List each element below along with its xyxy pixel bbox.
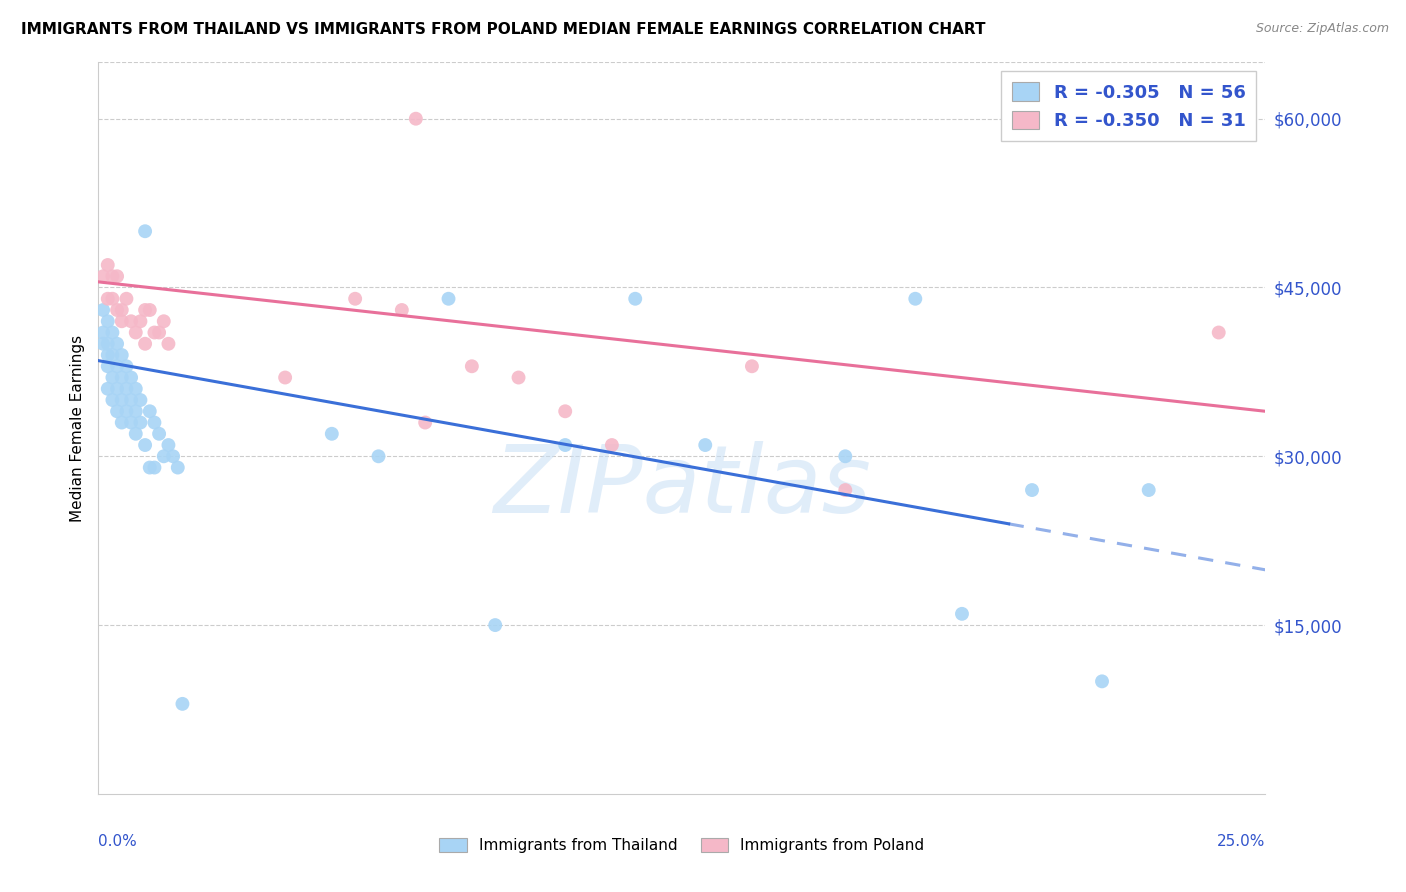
- Point: [148, 326, 170, 340]
- Point: [97, 359, 120, 374]
- Point: [413, 416, 436, 430]
- Point: [125, 382, 148, 396]
- Point: [134, 224, 156, 238]
- Point: [134, 336, 156, 351]
- Point: [101, 370, 124, 384]
- Text: ZIPatlas: ZIPatlas: [494, 442, 870, 533]
- Point: [143, 326, 166, 340]
- Point: [1091, 674, 1114, 689]
- Point: [834, 483, 856, 497]
- Point: [437, 292, 460, 306]
- Point: [129, 392, 152, 407]
- Point: [624, 292, 647, 306]
- Point: [950, 607, 973, 621]
- Point: [129, 314, 152, 328]
- Point: [143, 416, 166, 430]
- Point: [152, 314, 174, 328]
- Point: [125, 326, 148, 340]
- Point: [695, 438, 717, 452]
- Point: [405, 112, 427, 126]
- Point: [139, 404, 162, 418]
- Point: [97, 336, 120, 351]
- Point: [120, 314, 142, 328]
- Point: [111, 370, 134, 384]
- Point: [139, 303, 162, 318]
- Point: [91, 336, 114, 351]
- Point: [97, 314, 120, 328]
- Point: [391, 303, 413, 318]
- Point: [101, 292, 124, 306]
- Text: 0.0%: 0.0%: [98, 834, 138, 849]
- Point: [97, 258, 120, 272]
- Point: [344, 292, 367, 306]
- Point: [129, 416, 152, 430]
- Point: [134, 438, 156, 452]
- Point: [91, 326, 114, 340]
- Point: [105, 303, 128, 318]
- Point: [321, 426, 343, 441]
- Point: [120, 392, 142, 407]
- Point: [101, 269, 124, 284]
- Legend: R = -0.305   N = 56, R = -0.350   N = 31: R = -0.305 N = 56, R = -0.350 N = 31: [1001, 71, 1257, 141]
- Point: [115, 359, 138, 374]
- Point: [97, 292, 120, 306]
- Point: [148, 426, 170, 441]
- Y-axis label: Median Female Earnings: Median Female Earnings: [69, 334, 84, 522]
- Point: [111, 392, 134, 407]
- Point: [111, 348, 134, 362]
- Point: [162, 450, 184, 464]
- Point: [554, 438, 576, 452]
- Text: IMMIGRANTS FROM THAILAND VS IMMIGRANTS FROM POLAND MEDIAN FEMALE EARNINGS CORREL: IMMIGRANTS FROM THAILAND VS IMMIGRANTS F…: [21, 22, 986, 37]
- Point: [111, 303, 134, 318]
- Point: [904, 292, 927, 306]
- Point: [105, 269, 128, 284]
- Point: [157, 336, 180, 351]
- Point: [1137, 483, 1160, 497]
- Text: 25.0%: 25.0%: [1218, 834, 1265, 849]
- Point: [120, 416, 142, 430]
- Point: [274, 370, 297, 384]
- Point: [115, 404, 138, 418]
- Point: [111, 314, 134, 328]
- Point: [367, 450, 389, 464]
- Point: [152, 450, 174, 464]
- Point: [134, 303, 156, 318]
- Point: [139, 460, 162, 475]
- Point: [834, 450, 856, 464]
- Point: [461, 359, 484, 374]
- Point: [600, 438, 623, 452]
- Point: [105, 359, 128, 374]
- Point: [166, 460, 188, 475]
- Point: [115, 382, 138, 396]
- Point: [508, 370, 530, 384]
- Point: [101, 326, 124, 340]
- Point: [101, 348, 124, 362]
- Text: Source: ZipAtlas.com: Source: ZipAtlas.com: [1256, 22, 1389, 36]
- Point: [105, 382, 128, 396]
- Point: [143, 460, 166, 475]
- Point: [97, 382, 120, 396]
- Point: [1021, 483, 1043, 497]
- Point: [97, 348, 120, 362]
- Point: [157, 438, 180, 452]
- Point: [484, 618, 506, 632]
- Point: [105, 336, 128, 351]
- Point: [125, 404, 148, 418]
- Point: [741, 359, 763, 374]
- Point: [91, 303, 114, 318]
- Point: [1208, 326, 1230, 340]
- Point: [101, 392, 124, 407]
- Point: [115, 292, 138, 306]
- Point: [125, 426, 148, 441]
- Point: [111, 416, 134, 430]
- Point: [172, 697, 194, 711]
- Point: [91, 269, 114, 284]
- Point: [120, 370, 142, 384]
- Point: [554, 404, 576, 418]
- Point: [105, 404, 128, 418]
